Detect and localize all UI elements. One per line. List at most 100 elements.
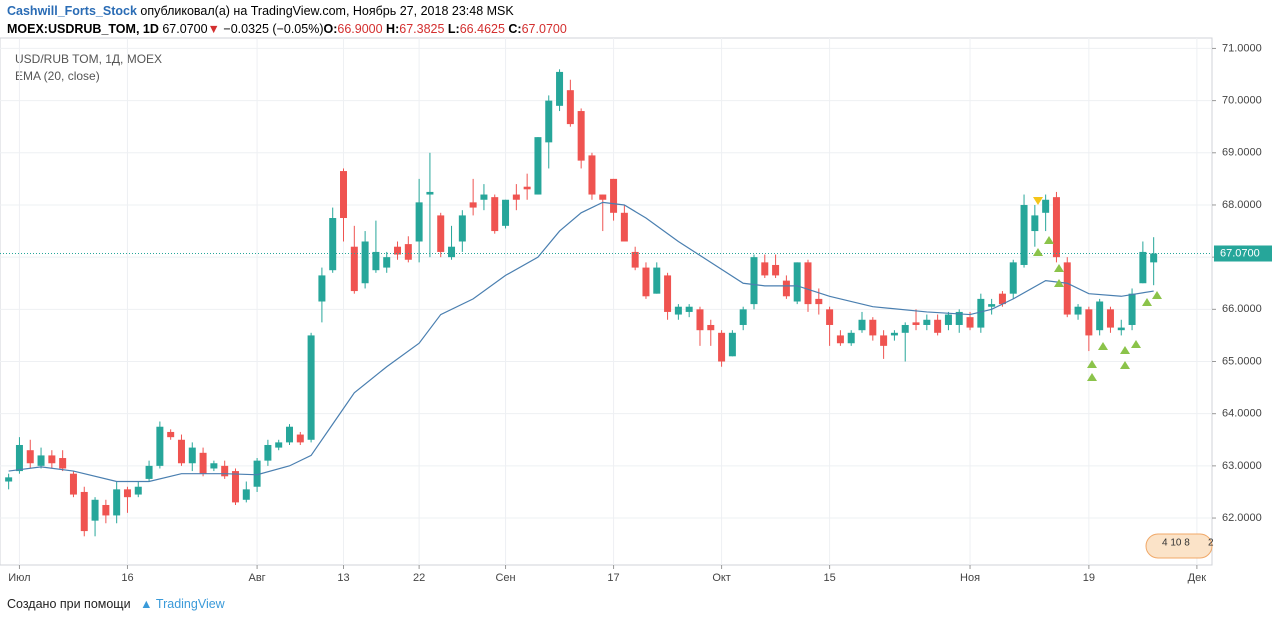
brand-text[interactable]: TradingView [155, 597, 225, 611]
signals [1033, 197, 1162, 381]
y-tick-label: 64.0000 [1222, 408, 1262, 420]
candle-body [988, 304, 996, 307]
brand[interactable]: ▲ TradingView [140, 597, 225, 611]
created: Создано при помощи [7, 597, 131, 611]
candle-body [437, 215, 445, 252]
candle-body [491, 197, 499, 232]
candle-body [685, 306, 693, 312]
x-tick-label: Ноя [960, 572, 980, 584]
candle-body [318, 275, 326, 302]
l-label: L: [447, 22, 460, 36]
candle-body [556, 71, 564, 106]
candle-body [361, 241, 369, 284]
x-tick-label: 17 [607, 572, 619, 584]
symbol: MOEX:USDRUB_TOM, 1D [7, 22, 159, 36]
badge-text: 4 10 8 [1162, 538, 1190, 549]
y-tick-label: 63.0000 [1222, 460, 1262, 472]
candle-body [15, 444, 23, 472]
candle-body [631, 251, 639, 268]
candle-body [977, 298, 985, 328]
candle-body [847, 332, 855, 344]
candle-body [577, 111, 585, 161]
candle-body [5, 477, 13, 482]
candle-body [188, 447, 196, 464]
author[interactable]: Cashwill_Forts_Stock [7, 4, 137, 18]
candle-body [772, 264, 780, 276]
candle-body [426, 191, 434, 195]
candle-body [296, 434, 304, 443]
candle-body [826, 309, 834, 325]
candle-body [134, 486, 142, 495]
candle-body [1128, 293, 1136, 325]
published: опубликовал(а) на TradingView.com, Ноябр… [140, 4, 514, 18]
candle-body [815, 298, 823, 305]
candle-body [674, 306, 682, 315]
candle-body [966, 317, 974, 328]
candle-body [869, 319, 877, 336]
candle-body [696, 309, 704, 331]
candle-body [415, 202, 423, 242]
badge [1145, 533, 1213, 559]
candle-body [80, 491, 88, 532]
candle-body [1020, 204, 1028, 265]
candle-body [545, 100, 553, 143]
candle-body [793, 262, 801, 302]
candle-body [350, 246, 358, 292]
signal-up [1142, 298, 1152, 306]
candle-body [372, 251, 380, 271]
candle-body [383, 257, 391, 268]
footer: Создано при помощи ▲ TradingView [7, 597, 225, 611]
last-price-box [1214, 245, 1272, 262]
price: 67.0700 [162, 22, 208, 36]
h-label: H: [386, 22, 400, 36]
candle-body [458, 215, 466, 242]
candle-body [221, 465, 229, 477]
candle-body [804, 262, 812, 305]
signal-up [1120, 346, 1130, 354]
candle-body [923, 319, 931, 325]
l: 66.4625 [459, 22, 505, 36]
plot-area [0, 37, 1213, 566]
ema-line [8, 201, 1154, 483]
x-tick-label: Сен [495, 572, 515, 584]
candle-body [231, 471, 239, 503]
candle-body [858, 319, 866, 331]
candle-body [718, 332, 726, 362]
candle-body [728, 332, 736, 357]
signal-up [1087, 373, 1097, 381]
x-tick-label: 19 [1083, 572, 1095, 584]
candle-body [48, 455, 56, 464]
candle-body [210, 463, 218, 469]
candle-body [653, 267, 661, 294]
candle-body [502, 199, 510, 226]
candle-body [123, 489, 131, 498]
legend-ema: EMA (20, close) [15, 69, 100, 83]
c: 67.0700 [521, 22, 567, 36]
candle-body [69, 473, 77, 495]
candle-body [761, 262, 769, 276]
candle-body [404, 244, 412, 260]
candle-body [782, 280, 790, 297]
y-tick-label: 71.0000 [1222, 42, 1262, 54]
candle-body [145, 465, 153, 479]
signal-up [1033, 248, 1043, 256]
y-tick-label: 62.0000 [1222, 512, 1262, 524]
candle-body [750, 257, 758, 305]
y-tick-label: 69.0000 [1222, 147, 1262, 159]
header-line-2: MOEX:USDRUB_TOM, 1D 67.0700▼ −0.0325 (−0… [7, 22, 567, 36]
candle-body [588, 155, 596, 195]
candle-body [307, 335, 315, 440]
candle-body [1042, 199, 1050, 213]
candle-body [836, 335, 844, 344]
y-tick-label: 65.0000 [1222, 355, 1262, 367]
candle-body [1139, 251, 1147, 284]
candle-body [394, 246, 402, 255]
signal-up [1054, 279, 1064, 287]
y-tick-label: 70.0000 [1222, 95, 1262, 107]
candle-body [448, 246, 456, 258]
candle-body [998, 293, 1006, 305]
candle-body [1074, 306, 1082, 315]
candle-body [955, 311, 963, 325]
x-tick-label: Июл [8, 572, 30, 584]
